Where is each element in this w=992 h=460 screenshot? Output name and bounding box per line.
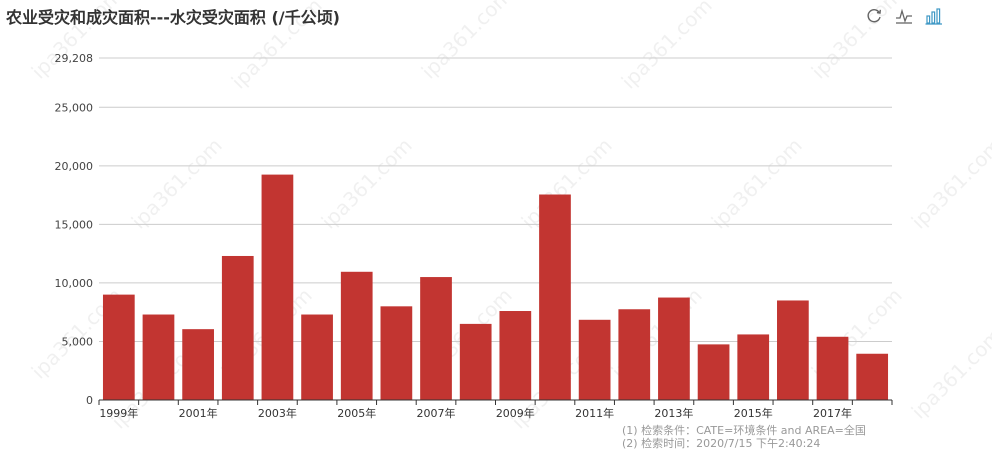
refresh-icon[interactable]	[864, 6, 884, 26]
query-info: (1) 检索条件：CATE=环境条件 and AREA=全国 (2) 检索时间：…	[622, 424, 866, 450]
bar-2008年[interactable]	[459, 323, 492, 400]
chart-title: 农业受灾和成灾面积---水灾受灾面积 (/千公顷)	[6, 8, 340, 27]
line-chart-icon[interactable]	[894, 6, 914, 26]
bar-2016年[interactable]	[777, 300, 809, 400]
watermark-text: ipa361.com	[417, 0, 517, 84]
y-tick-label: 15,000	[55, 218, 94, 231]
bar-2015年[interactable]	[737, 334, 770, 400]
bar-2017年[interactable]	[816, 336, 849, 400]
watermark-text: ipa361.com	[907, 323, 992, 423]
bar-2007年[interactable]	[420, 277, 452, 400]
x-tick-label: 2013年	[654, 406, 693, 420]
bar-2009年[interactable]	[499, 311, 532, 400]
watermark-text: ipa361.com	[127, 133, 227, 233]
bar-2011年[interactable]	[578, 319, 611, 400]
x-tick-label: 2003年	[258, 406, 297, 420]
y-axis-ticks: 0 5,000 10,000 15,000 20,000 25,000 29,208	[55, 52, 94, 407]
x-axis-ticks: 1999年 2001年 2003年 2005年 2007年 2009年 2011年 2013年…	[98, 400, 893, 420]
bar-chart-icon[interactable]	[924, 6, 944, 26]
bar-2000年[interactable]	[142, 314, 175, 400]
y-tick-label: 20,000	[55, 160, 94, 173]
y-tick-label: 5,000	[62, 335, 94, 348]
x-tick-label: 1999年	[99, 406, 138, 420]
x-tick-label: 2001年	[179, 406, 218, 420]
bar-2001年[interactable]	[182, 329, 214, 400]
bar-2018年[interactable]	[856, 353, 889, 400]
x-tick-label: 2007年	[417, 406, 456, 420]
bar-2002年[interactable]	[221, 255, 254, 400]
bar-2006年[interactable]	[380, 306, 413, 400]
x-tick-label: 2009年	[496, 406, 535, 420]
watermark-text: ipa361.com	[907, 133, 992, 233]
x-tick-label: 2005年	[337, 406, 376, 420]
query-condition: (1) 检索条件：CATE=环境条件 and AREA=全国	[622, 424, 866, 437]
x-tick-label: 2017年	[813, 406, 852, 420]
bar-2013年[interactable]	[658, 297, 690, 400]
watermark-text: ipa361.com	[317, 133, 417, 233]
bar-2012年[interactable]	[618, 309, 651, 400]
bar-2003年[interactable]	[261, 174, 294, 400]
y-tick-label: 25,000	[55, 101, 94, 114]
toolbox	[864, 6, 944, 26]
bar-2005年[interactable]	[340, 271, 373, 400]
watermark-text: ipa361.com	[617, 0, 717, 94]
bar-1999年[interactable]	[102, 294, 135, 400]
watermark-text: ipa361.com	[227, 0, 327, 94]
x-tick-label: 2011年	[575, 406, 614, 420]
y-tick-label: 10,000	[55, 277, 94, 290]
watermark-text: ipa361.com	[707, 133, 807, 233]
bar-2010年[interactable]	[539, 194, 571, 400]
bar-2004年[interactable]	[301, 314, 333, 400]
watermark-text: ipa361.com	[27, 0, 127, 84]
bars	[102, 174, 889, 400]
query-time: (2) 检索时间：2020/7/15 下午2:40:24	[622, 437, 821, 450]
y-tick-label: 0	[86, 394, 93, 407]
x-tick-label: 2015年	[734, 406, 773, 420]
y-tick-label: 29,208	[55, 52, 94, 65]
bar-2014年[interactable]	[697, 344, 730, 400]
watermark-text: ipa361.com	[807, 0, 907, 84]
